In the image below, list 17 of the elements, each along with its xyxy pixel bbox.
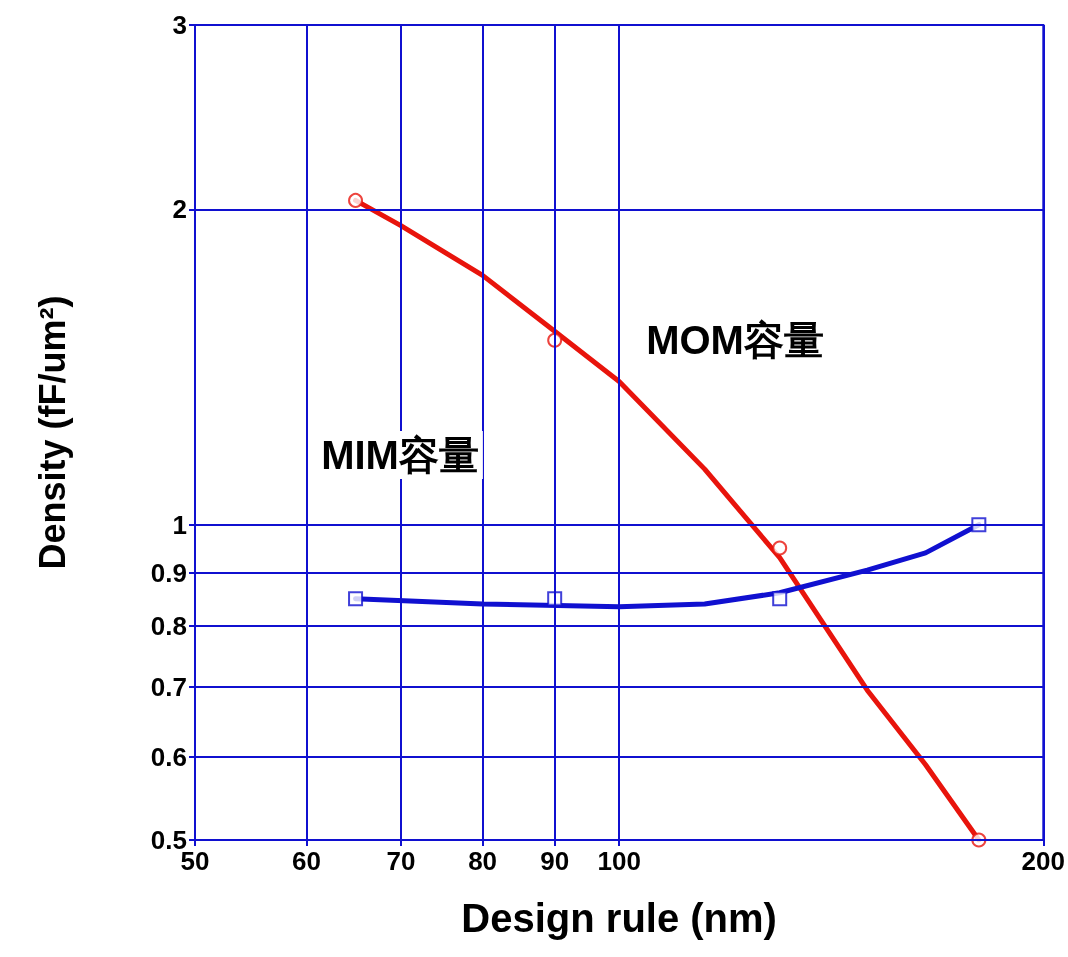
x-axis-title: Design rule (nm) [461, 896, 777, 940]
x-tick-label: 90 [540, 846, 570, 876]
y-tick-label: 2 [172, 194, 187, 225]
y-tick-label: 3 [172, 10, 187, 40]
y-tick-label: 0.9 [150, 557, 187, 588]
y-axis-title: Density (fF/um²) [31, 295, 73, 570]
x-tick-label: 80 [468, 846, 498, 876]
annotation: MOM容量 [646, 318, 824, 362]
x-tick-label: 60 [292, 846, 322, 876]
x-tick-label: 100 [597, 846, 641, 876]
y-tick-label: 0.8 [150, 611, 187, 642]
x-tick-label: 200 [1021, 846, 1066, 876]
y-tick-label: 0.6 [150, 742, 187, 773]
y-tick-label: 0.7 [150, 671, 187, 702]
y-tick-label: 1 [172, 509, 187, 540]
x-tick-label: 70 [386, 846, 416, 876]
annotation: MIM容量 [321, 433, 479, 477]
